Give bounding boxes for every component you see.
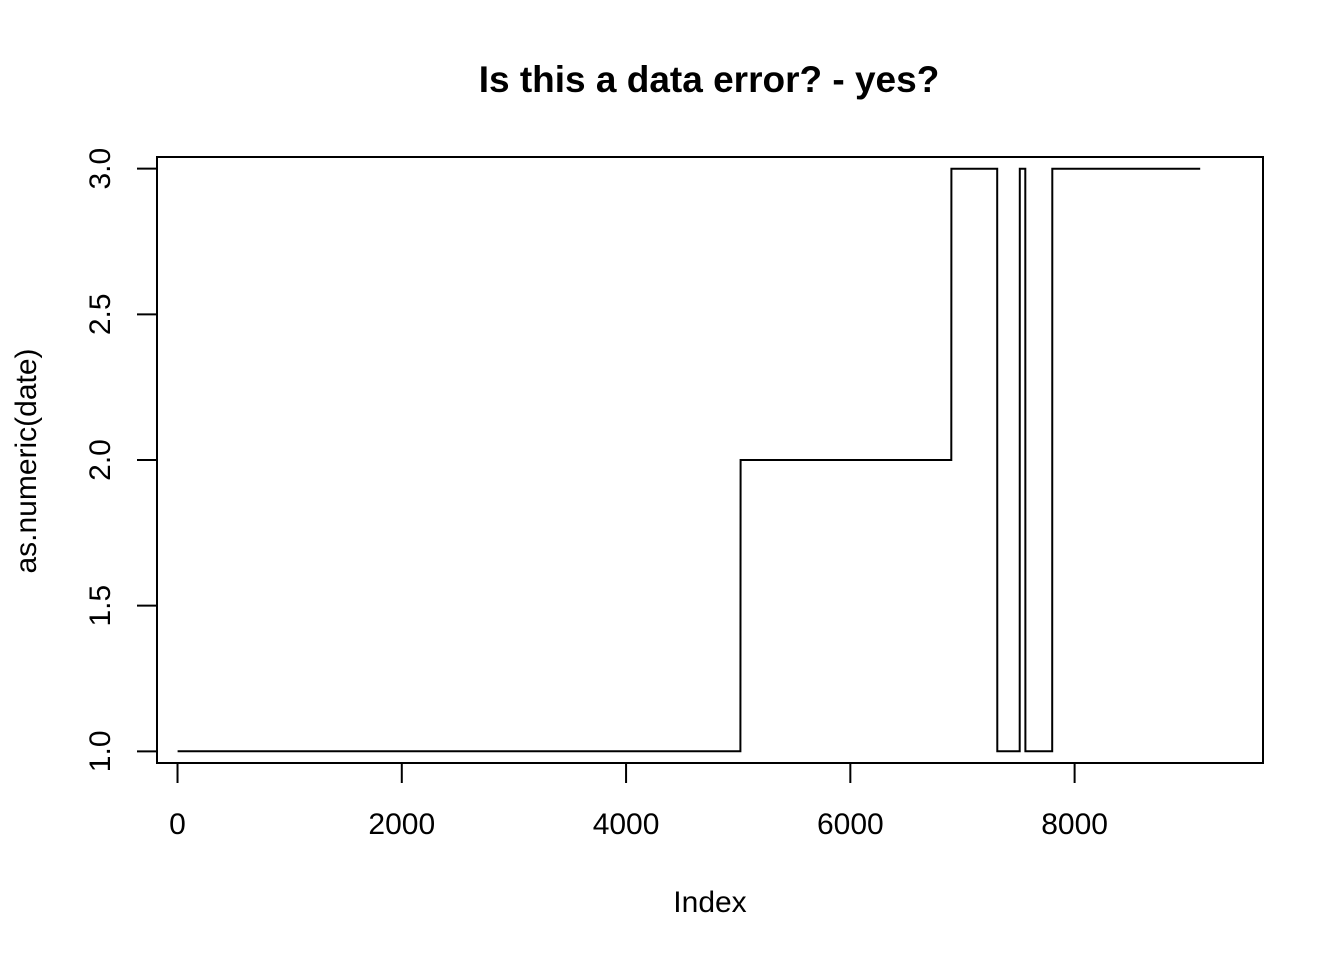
x-axis-label: Index: [673, 886, 746, 919]
y-tick-label: 1.5: [84, 585, 117, 627]
series-layer: [177, 167, 1201, 753]
y-tick-label: 3.0: [84, 148, 117, 190]
y-tick-label: 2.0: [84, 439, 117, 481]
y-tick-label: 1.0: [84, 730, 117, 772]
x-tick-label: 4000: [593, 808, 660, 841]
chart-title: Is this a data error? - yes?: [479, 59, 940, 100]
x-tick-label: 8000: [1041, 808, 1108, 841]
y-axis: 1.0 1.5 2.0 2.5 3.0: [84, 148, 158, 772]
x-tick-label: 0: [169, 808, 186, 841]
plot-frame: [156, 156, 1264, 764]
x-tick-label: 2000: [368, 808, 435, 841]
x-axis: 0 2000 4000 6000 8000: [169, 762, 1108, 841]
series-line: [177, 167, 1201, 753]
x-tick-label: 6000: [817, 808, 884, 841]
y-tick-label: 2.5: [84, 293, 117, 335]
y-axis-label: as.numeric(date): [10, 348, 43, 573]
